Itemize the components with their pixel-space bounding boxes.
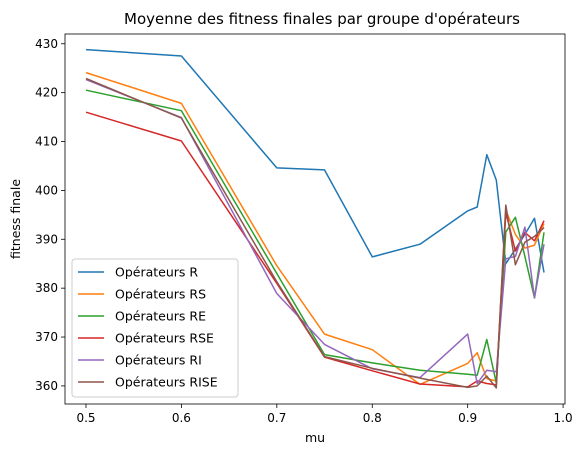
x-tick-label: 1.0 bbox=[554, 411, 573, 425]
y-tick-label: 380 bbox=[35, 281, 58, 295]
y-tick-label: 430 bbox=[35, 37, 58, 51]
series-line-3 bbox=[85, 89, 545, 384]
series-line-1 bbox=[85, 48, 545, 273]
x-tick-label: 0.8 bbox=[363, 411, 382, 425]
x-axis: 0.5 0.6 0.7 0.8 0.9 1.0 bbox=[76, 404, 573, 425]
y-tick-label: 400 bbox=[35, 183, 58, 197]
x-tick-label: 0.9 bbox=[458, 411, 477, 425]
legend: Opérateurs R Opérateurs RS Opérateurs RE Op… bbox=[71, 258, 239, 398]
y-axis: 360 370 380 390 400 410 420 430 bbox=[35, 37, 65, 393]
y-axis-label: fitness finale bbox=[8, 179, 23, 259]
legend-label: Opérateurs R bbox=[115, 265, 198, 280]
legend-label: Opérateurs RI bbox=[115, 353, 202, 368]
x-axis-label: mu bbox=[305, 430, 325, 445]
legend-label: Opérateurs RS bbox=[115, 287, 206, 302]
series-line-5 bbox=[85, 78, 545, 385]
chart-title: Moyenne des fitness finales par groupe d… bbox=[124, 10, 520, 28]
x-tick-label: 0.6 bbox=[172, 411, 191, 425]
series-layer bbox=[85, 48, 545, 389]
plot-frame bbox=[64, 33, 566, 405]
y-tick-label: 390 bbox=[35, 232, 58, 246]
x-tick-label: 0.7 bbox=[267, 411, 286, 425]
legend-box bbox=[71, 258, 239, 398]
x-tick-label: 0.5 bbox=[76, 411, 95, 425]
y-tick-label: 410 bbox=[35, 135, 58, 149]
y-tick-label: 360 bbox=[35, 379, 58, 393]
legend-label: Opérateurs RE bbox=[115, 309, 206, 324]
y-tick-label: 420 bbox=[35, 86, 58, 100]
series-line-6 bbox=[85, 77, 545, 389]
plot-area: 0.5 0.6 0.7 0.8 0.9 1.0 360 370 380 390 400 410 420… bbox=[35, 33, 573, 425]
legend-label: Opérateurs RISE bbox=[115, 375, 218, 390]
legend-label: Opérateurs RSE bbox=[115, 331, 214, 346]
y-tick-label: 370 bbox=[35, 330, 58, 344]
